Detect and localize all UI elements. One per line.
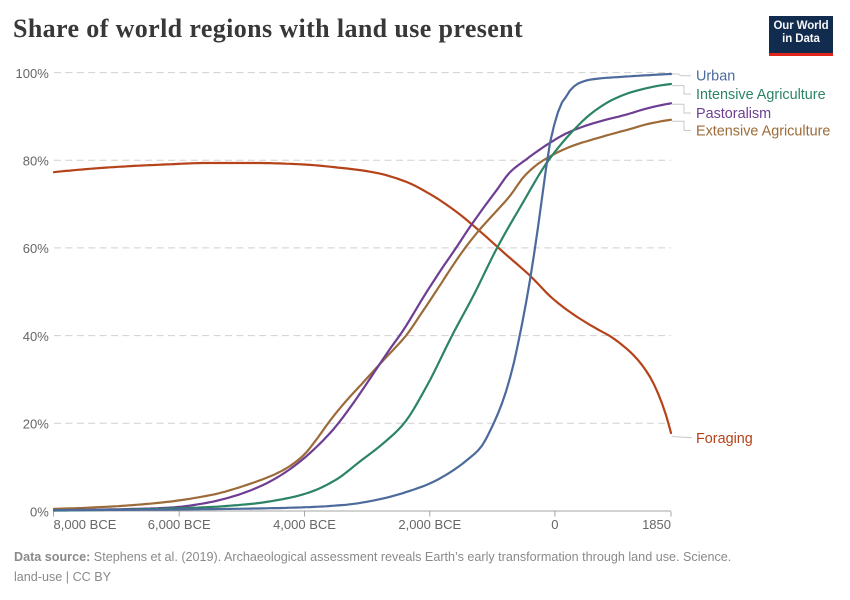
svg-text:6,000 BCE: 6,000 BCE — [148, 517, 211, 532]
svg-text:20%: 20% — [23, 417, 49, 432]
svg-text:40%: 40% — [23, 329, 49, 344]
svg-text:2,000 BCE: 2,000 BCE — [398, 517, 461, 532]
svg-text:Foraging: Foraging — [696, 431, 753, 447]
svg-text:8,000 BCE: 8,000 BCE — [54, 517, 117, 532]
svg-text:0: 0 — [551, 517, 558, 532]
svg-text:Intensive Agriculture: Intensive Agriculture — [696, 87, 826, 103]
svg-text:Extensive Agriculture: Extensive Agriculture — [696, 123, 830, 139]
svg-text:0%: 0% — [30, 504, 49, 519]
svg-text:Urban: Urban — [696, 69, 735, 85]
svg-text:1850: 1850 — [642, 517, 671, 532]
svg-text:100%: 100% — [16, 66, 50, 81]
svg-text:80%: 80% — [23, 154, 49, 169]
svg-text:Pastoralism: Pastoralism — [696, 106, 771, 122]
svg-text:4,000 BCE: 4,000 BCE — [273, 517, 336, 532]
svg-text:60%: 60% — [23, 241, 49, 256]
